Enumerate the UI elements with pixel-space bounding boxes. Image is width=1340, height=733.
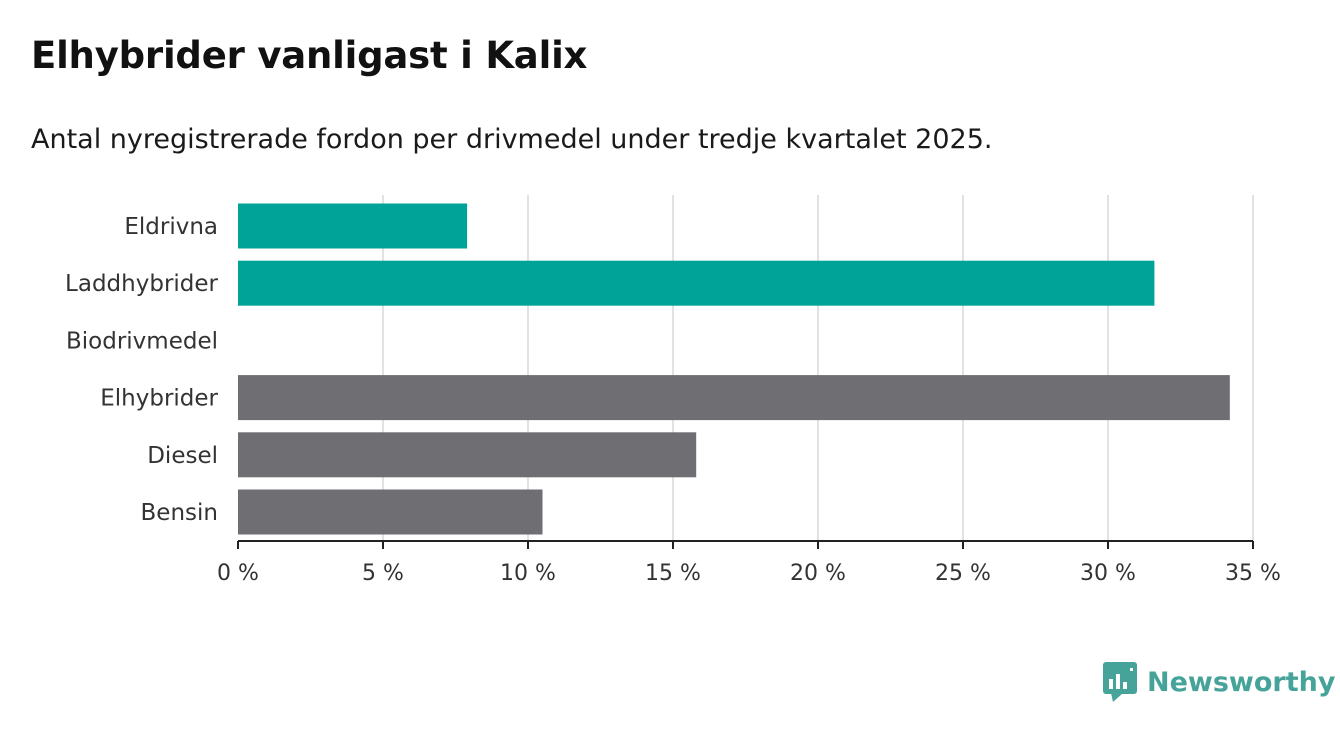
x-tick-label: 0 % [217, 561, 259, 586]
x-tick-label: 35 % [1225, 561, 1281, 586]
brand-logo: Newsworthy [1103, 662, 1335, 702]
x-tick-label: 20 % [790, 561, 846, 586]
category-label: Elhybrider [100, 386, 218, 412]
brand-name: Newsworthy [1147, 666, 1336, 698]
category-label: Diesel [147, 443, 218, 469]
bar-diesel [238, 432, 697, 478]
category-labels: Eldrivna Laddhybrider Biodrivmedel Elhybrid… [65, 214, 218, 526]
category-label: Laddhybrider [65, 271, 218, 297]
bar-eldrivna [238, 203, 468, 249]
chart-title: Elhybrider vanligast i Kalix [31, 34, 588, 77]
bar-laddhybrider [238, 260, 1155, 306]
newsworthy-logo-icon [1103, 662, 1137, 702]
x-axis: 0 % 5 % 10 % 15 % 20 % 25 % 30 % 35 % [217, 540, 1281, 586]
bars [238, 203, 1230, 535]
category-label: Bensin [141, 500, 218, 526]
grid-lines [382, 195, 1254, 541]
x-tick-label: 10 % [500, 561, 556, 586]
x-tick-label: 5 % [362, 561, 404, 586]
bar-bensin [238, 489, 543, 535]
category-label: Biodrivmedel [66, 328, 218, 354]
bar-elhybrider [238, 375, 1230, 421]
x-tick-label: 15 % [645, 561, 701, 586]
category-label: Eldrivna [124, 214, 218, 240]
x-tick-label: 30 % [1080, 561, 1136, 586]
x-tick-label: 25 % [935, 561, 991, 586]
chart-subtitle: Antal nyregistrerade fordon per drivmede… [31, 124, 993, 155]
